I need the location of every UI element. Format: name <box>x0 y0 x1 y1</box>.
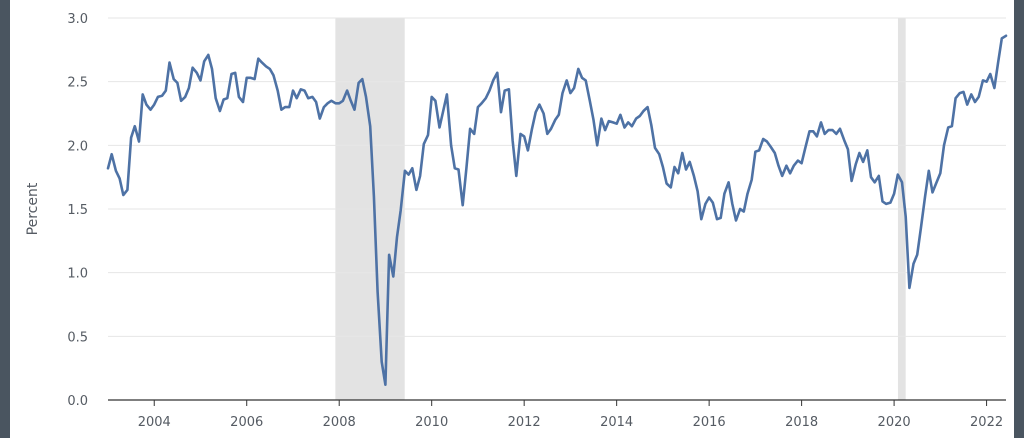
x-tick-label: 2020 <box>878 415 911 430</box>
y-axis-title: Percent <box>25 182 41 235</box>
y-tick-label: 3.0 <box>67 12 88 27</box>
y-tick-label: 2.0 <box>67 139 88 154</box>
x-tick-label: 2004 <box>138 415 171 430</box>
y-axis-ticks: 0.0 0.5 1.0 1.5 2.0 2.5 3.0 <box>67 12 88 409</box>
series-layer <box>106 34 1008 386</box>
y-tick-label: 2.5 <box>67 76 88 91</box>
gridlines <box>108 17 1006 337</box>
y-tick-label: 1.5 <box>67 203 88 218</box>
x-tick-label: 2018 <box>785 415 818 430</box>
y-tick-label: 0.5 <box>67 330 88 345</box>
series-line <box>106 34 1008 386</box>
x-tick-label: 2008 <box>323 415 356 430</box>
x-tick-label: 2014 <box>600 415 633 430</box>
y-tick-label: 0.0 <box>67 394 88 409</box>
x-tick-label: 2012 <box>508 415 541 430</box>
y-tick-label: 1.0 <box>67 267 88 282</box>
x-tick-label: 2016 <box>693 415 726 430</box>
x-tick-label: 2010 <box>415 415 448 430</box>
x-tick-label: 2006 <box>230 415 263 430</box>
x-tick-label: 2022 <box>970 415 1003 430</box>
x-axis-ticks: 2004 2006 2008 2010 2012 2014 2016 2018 2020 2022 <box>138 400 1003 430</box>
